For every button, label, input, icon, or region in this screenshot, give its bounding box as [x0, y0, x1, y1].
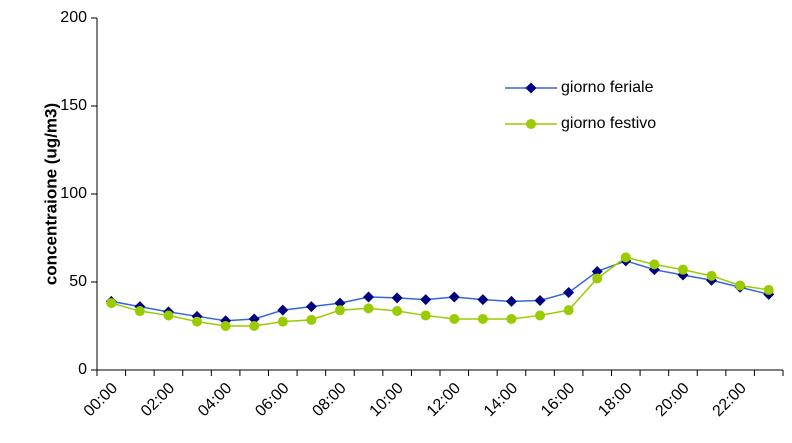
y-tick-label: 150	[60, 97, 87, 114]
marker	[620, 252, 631, 263]
x-tick-label: 18:00	[595, 380, 635, 420]
x-tick-label: 10:00	[367, 380, 407, 420]
marker	[277, 316, 288, 327]
marker	[563, 287, 575, 299]
marker	[363, 303, 374, 314]
y-tick-label: 200	[60, 9, 87, 26]
marker	[534, 294, 546, 306]
x-tick-label: 06:00	[252, 380, 292, 420]
legend-marker	[526, 119, 536, 129]
marker	[249, 321, 260, 331]
marker	[306, 314, 317, 325]
marker	[248, 313, 260, 325]
y-tick-label: 100	[60, 185, 87, 202]
marker	[277, 304, 289, 316]
y-tick-label: 0	[78, 361, 87, 378]
marker	[448, 291, 460, 303]
marker	[106, 298, 117, 309]
marker	[391, 292, 403, 304]
x-tick-label: 16:00	[538, 380, 578, 420]
series-line	[111, 260, 769, 322]
marker	[649, 259, 660, 270]
marker	[420, 294, 432, 306]
marker	[420, 310, 431, 321]
marker	[563, 305, 574, 316]
x-tick-label: 08:00	[309, 380, 349, 420]
marker	[763, 284, 774, 295]
marker	[506, 313, 517, 324]
marker	[334, 297, 346, 309]
marker	[477, 294, 489, 306]
y-tick-label: 50	[69, 273, 87, 290]
marker	[220, 321, 231, 331]
marker	[363, 291, 375, 303]
series-line	[111, 256, 769, 327]
x-tick-label: 00:00	[81, 380, 121, 420]
marker	[305, 301, 317, 313]
marker	[334, 305, 345, 316]
marker	[591, 265, 603, 277]
marker	[449, 313, 460, 324]
marker	[535, 310, 546, 321]
x-tick-label: 22:00	[710, 380, 750, 420]
legend-label: giorno feriale	[561, 79, 654, 96]
x-tick-label: 02:00	[138, 380, 178, 420]
marker	[592, 273, 603, 284]
marker	[735, 280, 746, 291]
legend-marker	[525, 82, 537, 94]
x-tick-label: 14:00	[481, 380, 521, 420]
marker	[192, 316, 203, 327]
marker	[505, 295, 517, 307]
marker	[706, 270, 717, 281]
marker	[677, 264, 688, 275]
marker	[477, 313, 488, 324]
legend-label: giorno festivo	[561, 115, 656, 132]
x-tick-label: 20:00	[652, 380, 692, 420]
marker	[392, 306, 403, 317]
marker	[134, 306, 145, 317]
x-tick-label: 12:00	[424, 380, 464, 420]
marker	[163, 310, 174, 321]
x-tick-label: 04:00	[195, 380, 235, 420]
y-axis-label: concentraione (ug/m3)	[41, 103, 60, 285]
